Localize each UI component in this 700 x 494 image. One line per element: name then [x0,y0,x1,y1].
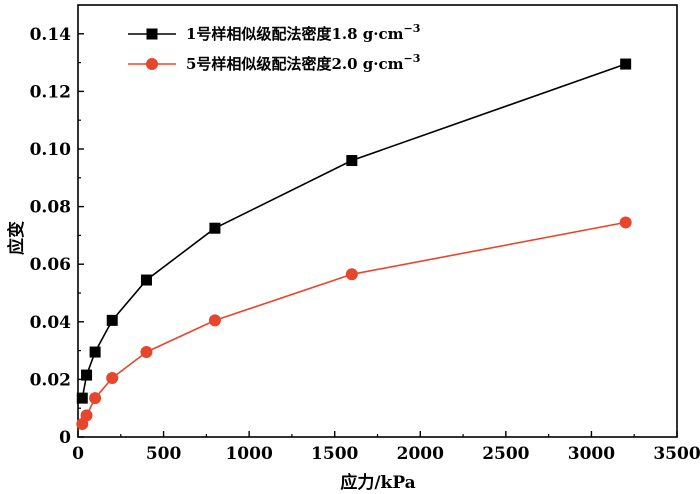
legend-marker-circle [146,58,158,70]
series-1-point [140,274,152,286]
x-tick-label: 1500 [311,444,358,464]
legend: 1号样相似级配法密度1.8 g·cm−3 5号样相似级配法密度2.0 g·cm−3 [128,22,420,73]
x-tick-label: 2500 [482,444,529,464]
x-tick-label: 1000 [225,444,272,464]
y-tick-label: 0 [59,428,71,448]
legend-marker-square [146,28,158,40]
legend-label: 1号样相似级配法密度1.8 g·cm−3 [186,22,420,43]
y-axis-title: 应变 [6,221,27,255]
series-1-point [81,369,93,381]
x-tick-label: 2000 [397,444,444,464]
series-1-point [209,222,221,234]
y-tick-label: 0.12 [30,82,71,102]
series-1-point [620,58,632,70]
x-tick-label: 0 [72,444,84,464]
y-tick-label: 0.04 [30,313,72,333]
x-tick-label: 500 [146,444,182,464]
series-2-point [89,392,102,405]
y-tick-label: 0.14 [30,25,72,45]
x-tick-label: 3500 [653,444,700,464]
series-2-point [80,409,93,422]
x-axis-title: 应力/kPa [340,472,415,493]
y-axis-ticks: 0 0.02 0.04 0.06 0.08 0.10 0.12 0.14 [30,25,84,448]
series-1-point [89,346,101,358]
series-2-line [81,221,626,425]
x-tick-label: 3000 [568,444,615,464]
y-tick-label: 0.10 [30,140,72,160]
series-1-point [76,392,88,404]
y-tick-label: 0.02 [30,370,71,390]
series-2-point [106,371,119,384]
series-1-point [346,155,358,167]
y-tick-label: 0.06 [30,255,71,275]
y-tick-label: 0.08 [30,198,71,218]
series-2-point [140,346,153,359]
series-layer [76,58,632,431]
series-1-point [106,314,118,326]
series-2-point [619,216,632,229]
series-1-line [81,63,626,399]
legend-label: 5号样相似级配法密度2.0 g·cm−3 [186,52,420,73]
series-2-point [208,314,221,327]
x-axis-ticks: 0 500 1000 1500 2000 2500 3000 3500 [72,431,700,464]
series-2-point [345,268,358,281]
